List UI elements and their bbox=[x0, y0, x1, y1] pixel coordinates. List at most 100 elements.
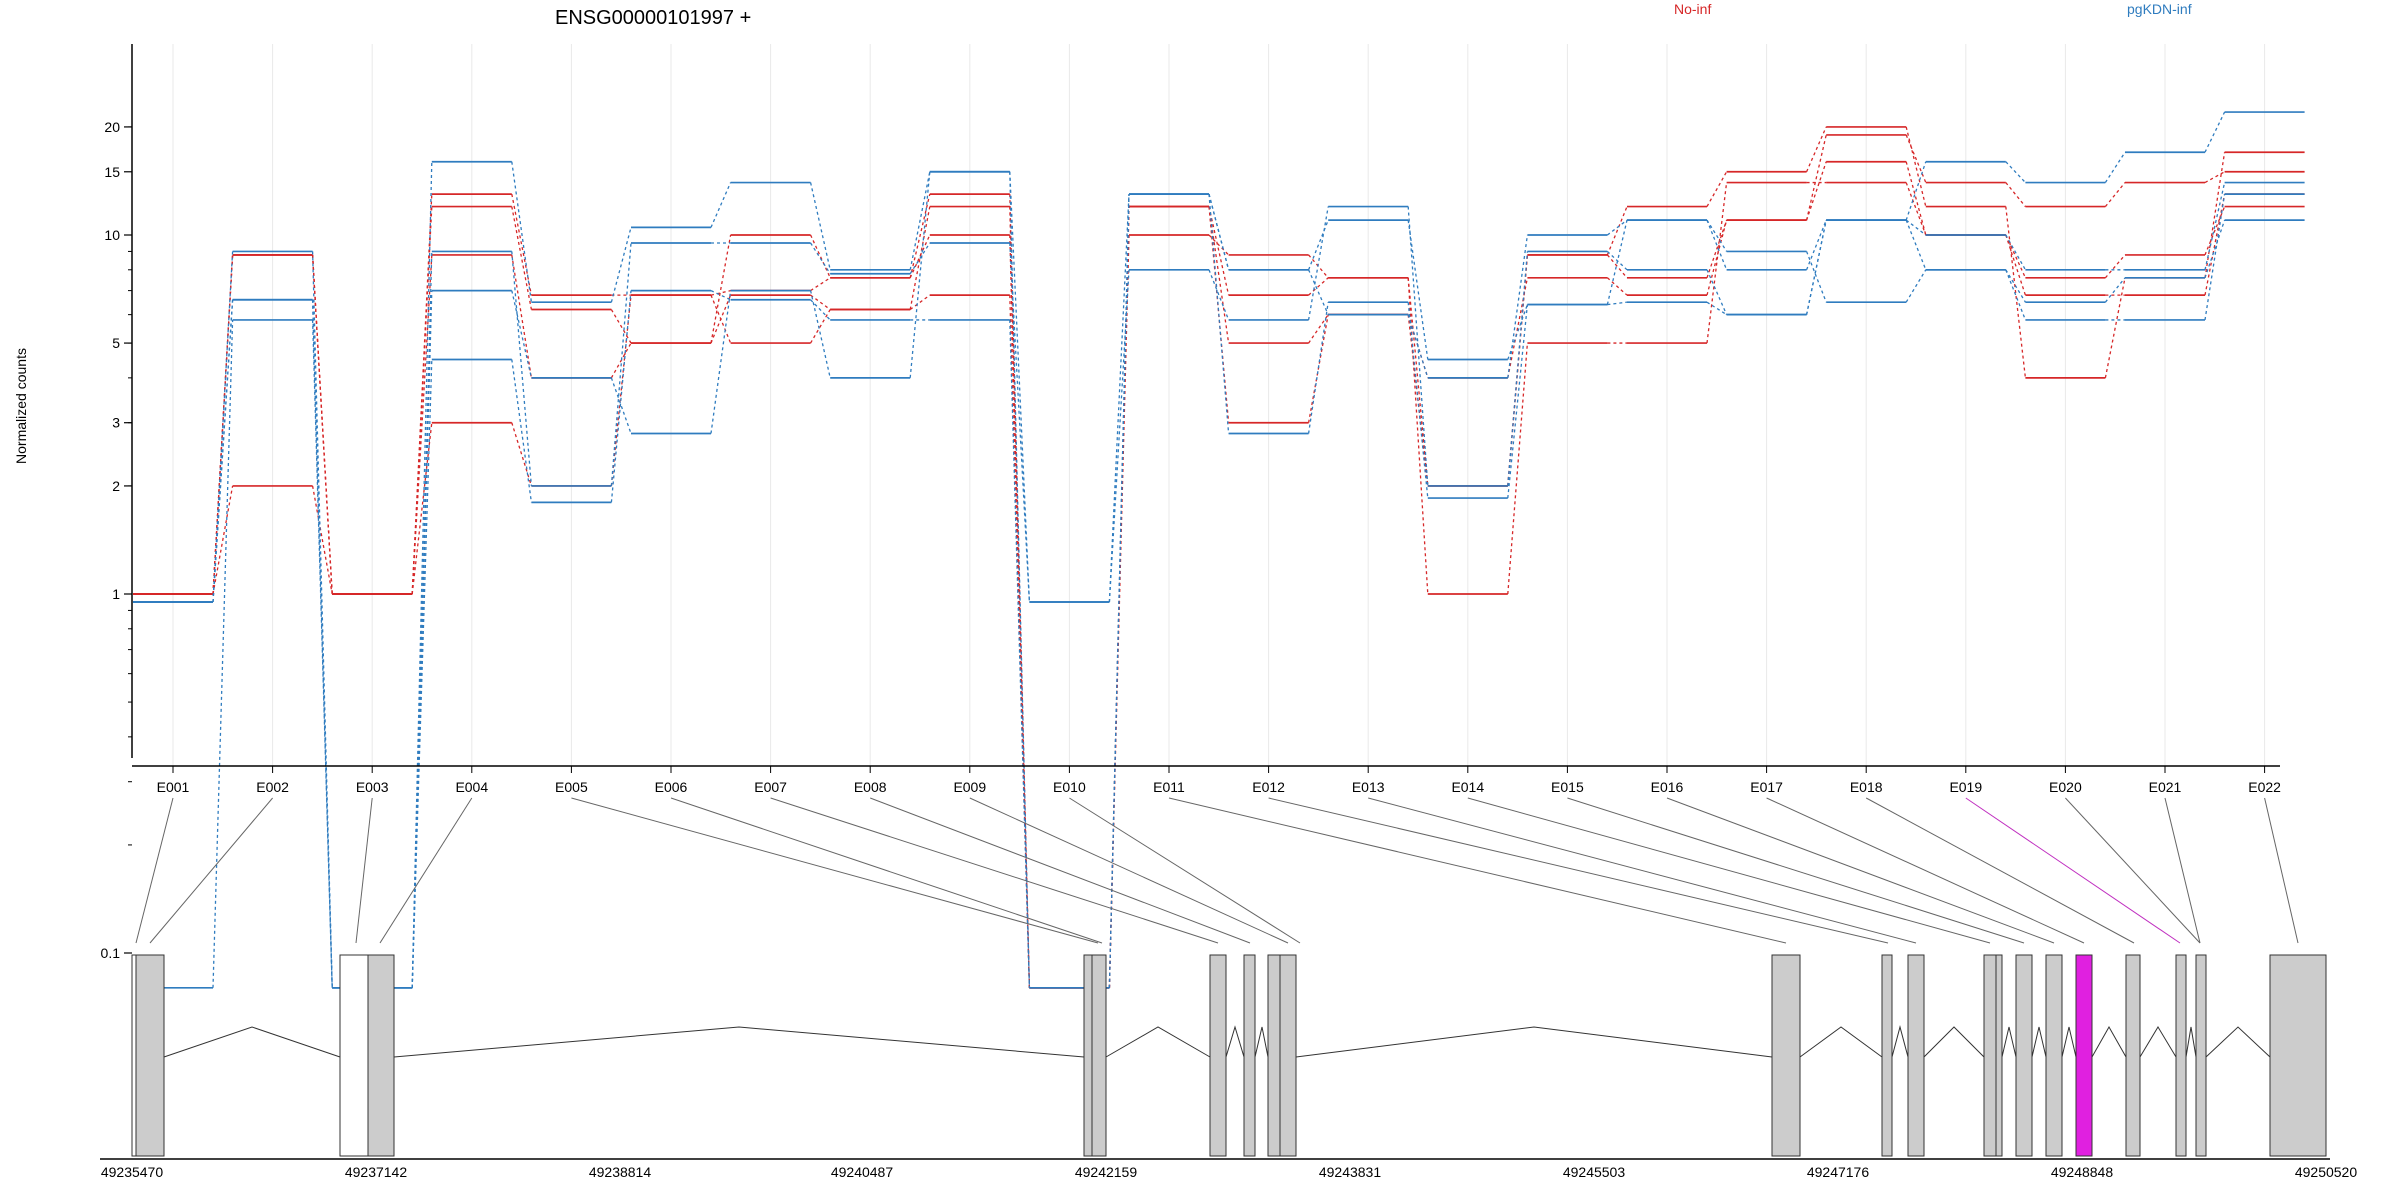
exon-connector bbox=[1069, 797, 1301, 944]
exon-connection bbox=[1208, 193, 1230, 270]
exon-connection bbox=[1507, 304, 1529, 499]
exon-connector-lines bbox=[135, 797, 2299, 944]
exon-connection bbox=[1407, 206, 1429, 486]
x-tick-label: E010 bbox=[1053, 779, 1086, 795]
exon-connection bbox=[1706, 219, 1728, 252]
exon-connection bbox=[909, 171, 931, 378]
exon-box bbox=[2269, 954, 2327, 1157]
exon-connection bbox=[1308, 269, 1329, 315]
exon-connection bbox=[2204, 193, 2226, 296]
exon-connection bbox=[909, 294, 931, 311]
exon-connector bbox=[2264, 797, 2299, 944]
series-pgkdn-inf bbox=[133, 193, 2305, 989]
y-tick-label: 10 bbox=[104, 227, 120, 243]
exon-connection bbox=[610, 309, 632, 344]
exon-connection bbox=[1905, 126, 1927, 207]
genomic-coordinate-label: 49242159 bbox=[1075, 1164, 1138, 1180]
intron-line bbox=[2185, 1026, 2197, 1058]
vertical-gridlines bbox=[172, 44, 2266, 766]
exon-box bbox=[1907, 954, 1925, 1157]
exon-connection bbox=[610, 227, 632, 303]
exon-connection bbox=[1805, 219, 1827, 271]
exon-connection bbox=[1905, 219, 1927, 271]
genomic-coordinate-label: 49238814 bbox=[589, 1164, 652, 1180]
exon-box bbox=[1279, 954, 1297, 1157]
exon-connection bbox=[1307, 219, 1329, 271]
genomic-coordinate-label: 49250520 bbox=[2295, 1164, 2358, 1180]
exon-box bbox=[2015, 954, 2033, 1157]
exon-box bbox=[339, 954, 369, 1157]
intron-line bbox=[2139, 1026, 2177, 1058]
exon-connection bbox=[810, 294, 831, 311]
exon-connection bbox=[2005, 234, 2026, 271]
y-tick-label: 15 bbox=[104, 164, 120, 180]
exon-connection bbox=[1108, 194, 1130, 603]
y-tick-label: 3 bbox=[112, 415, 120, 431]
exon-connection bbox=[1805, 134, 1827, 221]
x-tick-label: E014 bbox=[1451, 779, 1484, 795]
exon-connection bbox=[2005, 269, 2026, 303]
exon-connector bbox=[1865, 797, 2135, 944]
exon-connection bbox=[710, 182, 732, 228]
exon-connection bbox=[2104, 277, 2126, 303]
exon-connection bbox=[2204, 206, 2226, 256]
exon-connection bbox=[1607, 219, 1628, 236]
exon-connector bbox=[379, 797, 473, 944]
exon-connection bbox=[2005, 234, 2027, 296]
intron-line bbox=[393, 1026, 1085, 1058]
exon-connection bbox=[610, 290, 632, 503]
exon-connection bbox=[2005, 269, 2027, 321]
exon-connection bbox=[1009, 206, 1031, 988]
exon-connection bbox=[1606, 277, 1628, 296]
exon-connection bbox=[511, 290, 533, 379]
genomic-coordinate-label: 49248848 bbox=[2051, 1164, 2114, 1180]
exon-connection bbox=[1507, 251, 1529, 486]
x-tick-label: E012 bbox=[1252, 779, 1285, 795]
exon-connection bbox=[1905, 134, 1927, 183]
intron-line bbox=[1254, 1026, 1269, 1058]
x-tick-label: E018 bbox=[1850, 779, 1883, 795]
exon-connection bbox=[212, 299, 234, 603]
exon-connection bbox=[1009, 171, 1031, 988]
exon-connection bbox=[1108, 234, 1130, 988]
intron-line bbox=[1105, 1026, 1211, 1058]
x-tick-label: E002 bbox=[256, 779, 289, 795]
x-tick-label: E022 bbox=[2248, 779, 2281, 795]
x-tick-label: E021 bbox=[2149, 779, 2182, 795]
exon-connection bbox=[610, 295, 632, 486]
intron-line bbox=[1891, 1025, 1909, 1058]
intron-line bbox=[1799, 1026, 1883, 1058]
exon-box bbox=[1995, 954, 2003, 1157]
x-tick-label: E003 bbox=[356, 779, 389, 795]
exon-connection bbox=[909, 171, 931, 270]
exon-connection bbox=[2204, 182, 2226, 270]
x-tick-label: E006 bbox=[655, 779, 688, 795]
exon-connector bbox=[670, 797, 1103, 944]
exon-box bbox=[1771, 954, 1801, 1157]
exon-connection bbox=[1606, 250, 1628, 271]
exon-connection bbox=[610, 242, 632, 486]
exon-box bbox=[131, 954, 137, 1157]
exon-connection bbox=[2005, 234, 2026, 279]
exon-connection bbox=[511, 161, 533, 303]
exon-connection bbox=[1806, 126, 1827, 173]
exon-connection bbox=[1905, 219, 1927, 236]
exon-connection bbox=[1606, 206, 1628, 256]
exon-connection bbox=[1507, 343, 1529, 595]
exon-connection bbox=[212, 254, 234, 595]
x-tick-label: E013 bbox=[1352, 779, 1385, 795]
exon-connection bbox=[411, 161, 433, 988]
exon-connection bbox=[710, 294, 732, 344]
exon-connector bbox=[2065, 797, 2201, 944]
exon-connection bbox=[909, 193, 931, 278]
exon-connection bbox=[710, 290, 731, 301]
exon-connection bbox=[411, 359, 433, 988]
series-no-inf bbox=[133, 181, 2305, 989]
exon-connection bbox=[1407, 314, 1429, 379]
exon-box bbox=[367, 954, 395, 1157]
series-no-inf bbox=[133, 134, 2305, 989]
exon-connection bbox=[1905, 161, 1927, 236]
intron-line bbox=[2001, 1026, 2017, 1058]
exon-connection bbox=[909, 234, 931, 279]
x-tick-label: E009 bbox=[953, 779, 986, 795]
